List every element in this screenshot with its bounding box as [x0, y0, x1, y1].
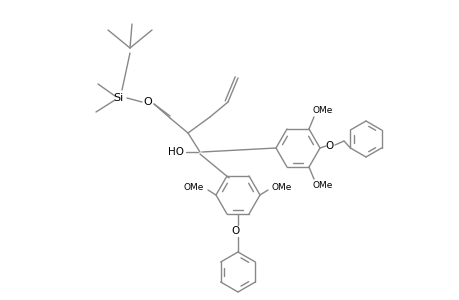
Text: O: O [231, 226, 240, 236]
Text: O: O [143, 97, 152, 107]
Text: OMe: OMe [312, 106, 332, 116]
Text: Si: Si [112, 93, 123, 103]
Text: OMe: OMe [184, 182, 204, 191]
Text: O: O [325, 141, 333, 151]
Text: OMe: OMe [312, 181, 332, 190]
Text: HO: HO [168, 147, 184, 157]
Text: OMe: OMe [271, 182, 291, 191]
